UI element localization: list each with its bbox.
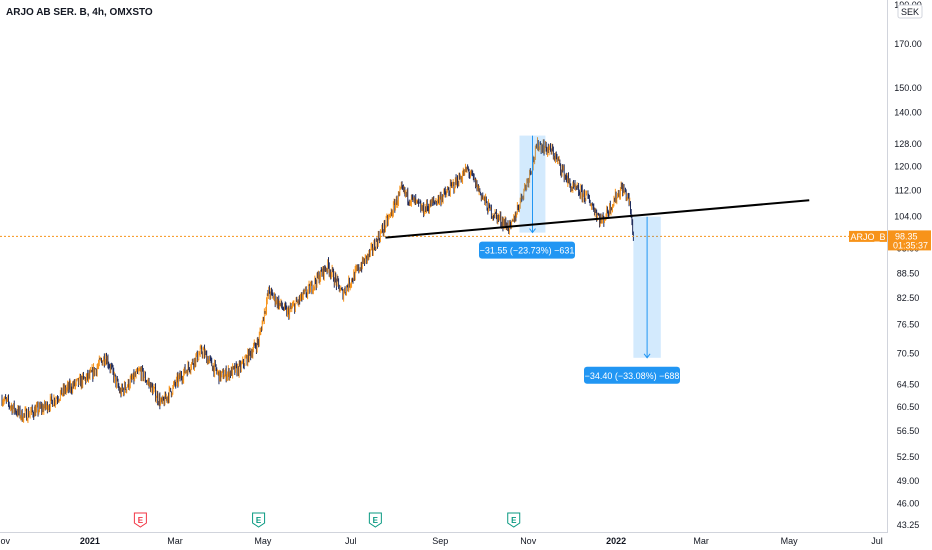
measure-label: −34.40 (−33.08%) −688 xyxy=(585,371,680,381)
symbol-tag xyxy=(849,230,887,242)
earnings-event-icon[interactable]: E xyxy=(252,512,266,528)
candle-series xyxy=(1,137,634,424)
earnings-event-letter: E xyxy=(511,516,517,525)
earnings-event-icon[interactable]: E xyxy=(507,512,521,528)
time-tick-label: Jul xyxy=(345,536,357,546)
time-tick-label: May xyxy=(254,536,272,546)
earnings-event-letter: E xyxy=(138,516,144,525)
earnings-event-icon[interactable]: E xyxy=(368,512,382,528)
price-tick-label: 64.50 xyxy=(897,380,920,390)
price-tick-label: 82.50 xyxy=(897,293,920,303)
price-tag-box xyxy=(888,230,931,251)
price-tick-label: 170.00 xyxy=(894,39,922,49)
price-tag: ARJO_B 98.35 01:35:37 xyxy=(849,230,931,251)
time-tick-label: 2021 xyxy=(80,536,100,546)
measure-tools[interactable]: −31.55 (−23.73%) −631 −34.40 (−33.08%) −6… xyxy=(479,135,680,384)
price-tick-label: 120.00 xyxy=(894,162,922,172)
price-tick-label: 60.50 xyxy=(897,402,920,412)
price-tick-label: 49.00 xyxy=(897,476,920,486)
time-tick-label: Jul xyxy=(871,536,883,546)
measure-label-box xyxy=(584,366,680,384)
earnings-event-letter: E xyxy=(373,516,379,525)
chart-title: ARJO AB SER. B, 4h, OMXSTO xyxy=(6,7,153,18)
time-tick-label: Mar xyxy=(167,536,183,546)
price-tick-label: 56.50 xyxy=(897,426,920,436)
symbol-label: ARJO_B xyxy=(850,232,885,242)
earnings-event-icon[interactable]: E xyxy=(133,512,147,528)
time-tick-label: Nov xyxy=(520,536,537,546)
arrow-head-icon xyxy=(529,228,536,234)
arrow-head-icon xyxy=(643,353,651,359)
price-tick-label: 104.00 xyxy=(894,212,922,222)
price-tag-countdown: 01:35:37 xyxy=(893,240,928,250)
time-axis[interactable]: Nov 2021 Mar May Jul Sep Nov 2022 Mar May Jul xyxy=(0,536,883,546)
earnings-event-letter: E xyxy=(256,516,262,525)
price-tick-label: 43.25 xyxy=(897,520,920,530)
time-tick-label: 2022 xyxy=(606,536,626,546)
price-tick-label: 140.00 xyxy=(894,107,922,117)
measure-label: −31.55 (−23.73%) −631 xyxy=(480,246,575,256)
price-tick-label: 150.00 xyxy=(894,83,922,93)
price-tick-label: 88.50 xyxy=(897,268,920,278)
price-tag-value: 98.35 xyxy=(895,231,918,241)
measure-label-box xyxy=(479,241,575,259)
time-tick-label: Sep xyxy=(432,536,448,546)
currency-badge: SEK xyxy=(897,4,923,19)
price-tick-label: 52.50 xyxy=(897,452,920,462)
currency-label: SEK xyxy=(901,7,919,17)
price-tick-label: 46.00 xyxy=(897,498,920,508)
time-tick-label: Nov xyxy=(0,536,10,546)
price-tick-label: 112.00 xyxy=(895,186,922,196)
price-tick-label: 128.00 xyxy=(894,139,922,149)
time-tick-label: Mar xyxy=(693,536,709,546)
neckline-trendline[interactable] xyxy=(385,199,810,239)
price-tick-label: 70.50 xyxy=(897,348,920,358)
time-tick-label: May xyxy=(781,536,799,546)
price-tick-label: 76.50 xyxy=(897,320,920,330)
